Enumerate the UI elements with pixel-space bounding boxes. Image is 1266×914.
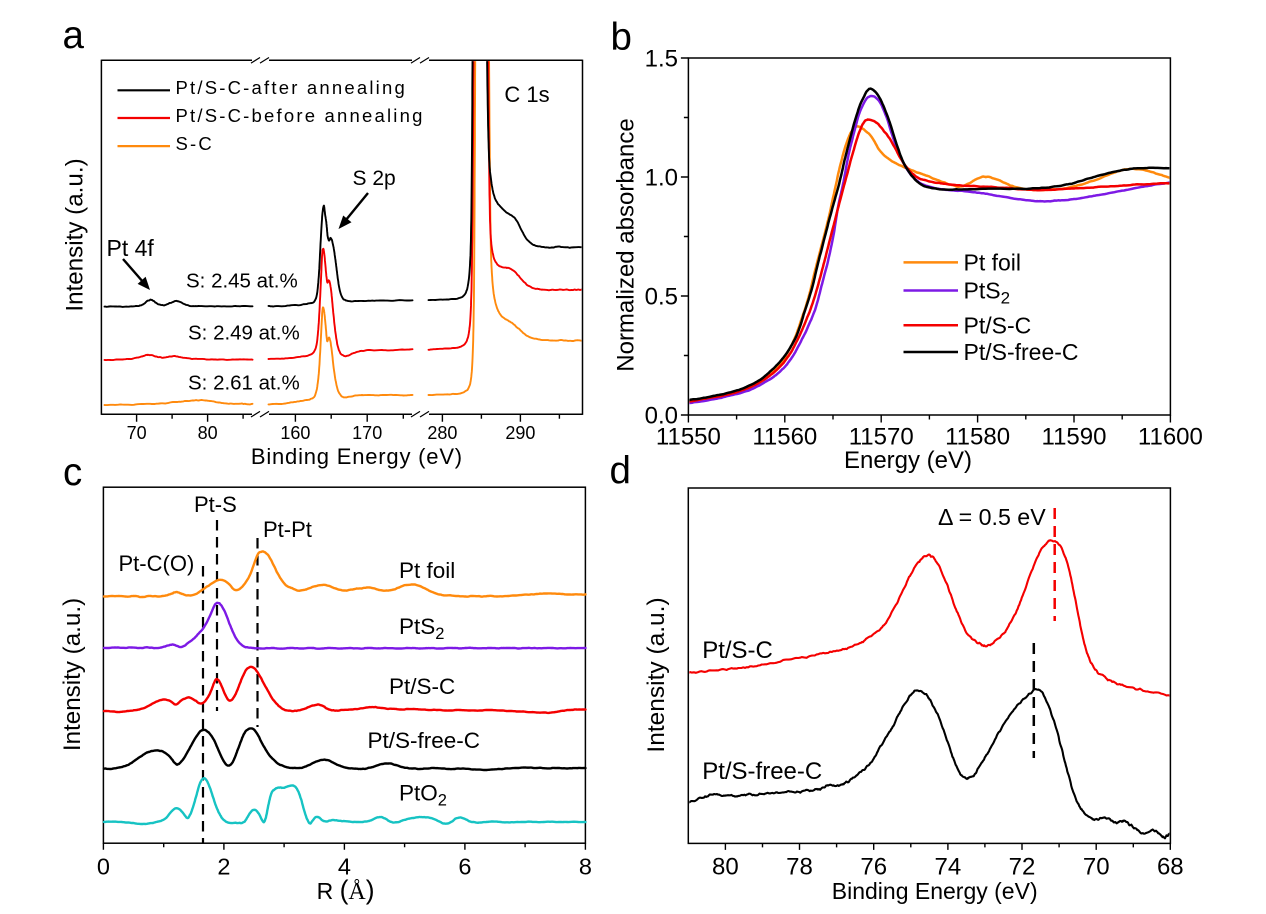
svg-text:170: 170: [352, 423, 382, 443]
svg-text:Pt 4f: Pt 4f: [107, 235, 155, 261]
svg-text:11550: 11550: [656, 424, 721, 451]
svg-text:68: 68: [1157, 853, 1184, 880]
svg-text:Pt/S-C-after annealing: Pt/S-C-after annealing: [176, 77, 407, 98]
svg-text:78: 78: [786, 853, 813, 880]
svg-text:Pt-Pt: Pt-Pt: [263, 517, 312, 542]
svg-text:280: 280: [427, 423, 457, 443]
svg-text:S 2p: S 2p: [353, 167, 396, 190]
svg-text:Pt foil: Pt foil: [964, 250, 1022, 276]
svg-text:72: 72: [1009, 853, 1036, 880]
svg-text:Pt/S-C-before annealing: Pt/S-C-before annealing: [176, 105, 425, 126]
svg-text:b: b: [611, 16, 632, 59]
svg-text:Binding Energy (eV): Binding Energy (eV): [251, 444, 463, 469]
svg-text:11590: 11590: [1042, 424, 1107, 451]
svg-text:Δ = 0.5 eV: Δ = 0.5 eV: [938, 504, 1046, 530]
svg-text:2: 2: [217, 853, 230, 879]
svg-text:Intensity (a.u.): Intensity (a.u.): [59, 598, 86, 751]
svg-text:Intensity (a.u.): Intensity (a.u.): [61, 158, 88, 311]
svg-text:8: 8: [579, 853, 592, 879]
svg-text:1.5: 1.5: [645, 46, 678, 73]
svg-text:80: 80: [712, 853, 739, 880]
svg-text:4: 4: [338, 853, 351, 879]
svg-text:76: 76: [860, 853, 887, 880]
svg-text:Energy (eV): Energy (eV): [844, 447, 972, 474]
svg-text:Intensity (a.u.): Intensity (a.u.): [643, 597, 670, 752]
svg-text:S: 2.45 at.%: S: 2.45 at.%: [186, 270, 298, 293]
svg-text:Pt/S-free-C: Pt/S-free-C: [368, 728, 481, 753]
svg-text:11570: 11570: [849, 424, 914, 451]
svg-text:Pt/S-free-C: Pt/S-free-C: [702, 758, 822, 785]
svg-text:80: 80: [198, 423, 218, 443]
svg-text:1.0: 1.0: [645, 165, 678, 192]
svg-text:d: d: [610, 450, 631, 493]
svg-text:0.0: 0.0: [645, 403, 678, 430]
svg-text:R (Å): R (Å): [317, 875, 375, 905]
svg-text:Pt/S-free-C: Pt/S-free-C: [964, 339, 1079, 365]
svg-text:6: 6: [458, 853, 471, 879]
svg-text:S: 2.61 at.%: S: 2.61 at.%: [188, 372, 300, 395]
svg-text:11580: 11580: [945, 424, 1010, 451]
svg-text:c: c: [63, 451, 82, 494]
svg-text:Pt-S: Pt-S: [194, 492, 237, 517]
svg-text:11600: 11600: [1138, 424, 1203, 451]
svg-text:Normalized absorbance: Normalized absorbance: [613, 118, 640, 371]
svg-text:Pt/S-C: Pt/S-C: [702, 637, 773, 664]
svg-text:11560: 11560: [752, 424, 817, 451]
svg-text:S: 2.49 at.%: S: 2.49 at.%: [188, 322, 300, 345]
svg-text:Pt/S-C: Pt/S-C: [389, 674, 455, 699]
svg-text:74: 74: [935, 853, 962, 880]
svg-text:Binding Energy (eV): Binding Energy (eV): [832, 878, 1038, 904]
svg-text:Pt/S-C: Pt/S-C: [964, 313, 1032, 339]
svg-text:0: 0: [97, 853, 110, 879]
svg-text:Pt-C(O): Pt-C(O): [119, 551, 195, 576]
svg-text:C 1s: C 1s: [504, 82, 549, 107]
svg-text:0.5: 0.5: [645, 284, 678, 311]
svg-text:70: 70: [127, 423, 147, 443]
svg-text:70: 70: [1083, 853, 1110, 880]
svg-text:160: 160: [280, 423, 310, 443]
svg-text:290: 290: [505, 423, 535, 443]
svg-text:a: a: [63, 14, 85, 57]
svg-text:Pt foil: Pt foil: [399, 558, 455, 583]
svg-text:S-C: S-C: [176, 133, 214, 154]
